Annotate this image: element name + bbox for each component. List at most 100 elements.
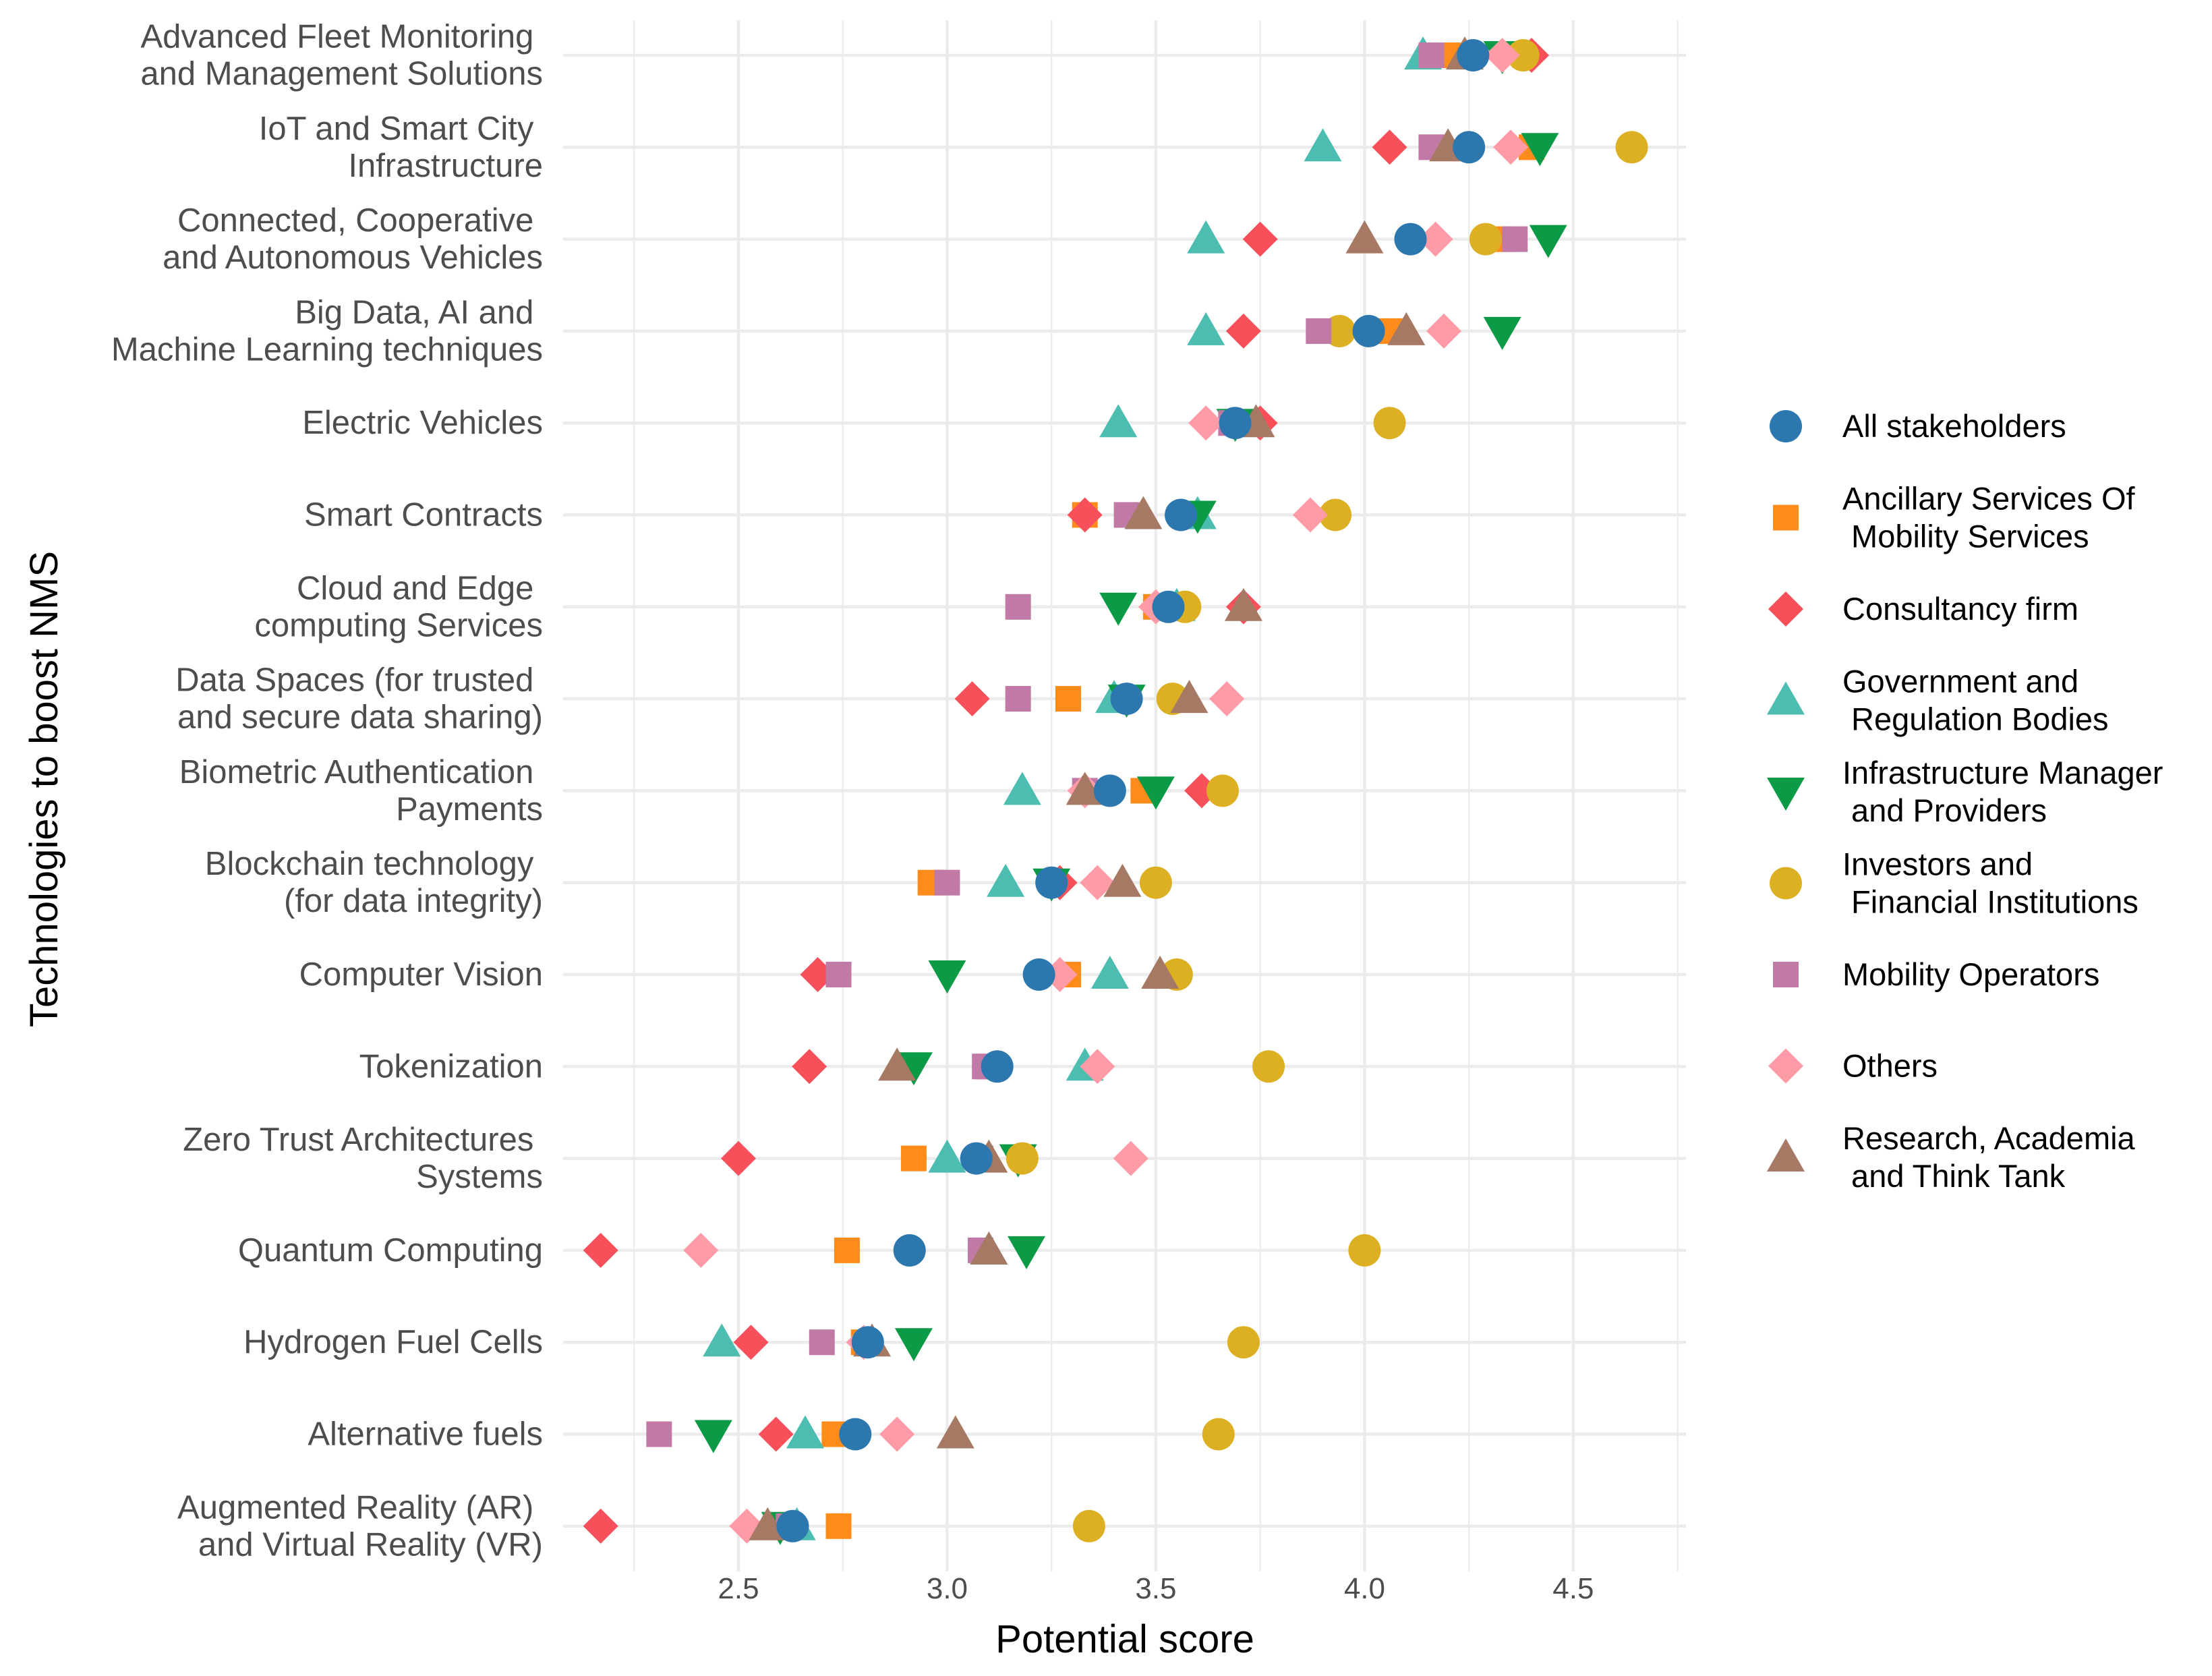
y-axis-title: Technologies to boost NMS [22,551,66,1027]
legend-item-infrastructure-manager-and-providers: Infrastructure Manager and Providers [1767,755,2163,828]
data-point [894,1328,933,1362]
legend-label: Infrastructure Manager and Providers [1842,755,2163,828]
data-point [839,1418,872,1451]
data-point [1187,220,1225,254]
data-point [1080,865,1115,900]
category-label-big-data-ai-and-machine-learning-techniques: Big Data, AI and Machine Learning techni… [111,294,543,368]
legend-label: Ancillary Services Of Mobility Services [1842,481,2135,554]
x-tick-label: 3.5 [1135,1572,1176,1605]
category-label-cloud-and-edge-computing-services: Cloud and Edge computing Services [254,570,543,643]
legend-label: Research, Academia and Think Tank [1842,1120,2136,1194]
data-point [1165,498,1198,531]
data-points [583,36,1648,1545]
data-point [1209,681,1245,717]
legend-key-diamond [1768,591,1803,627]
legend-label: Mobility Operators [1842,956,2099,992]
data-point [960,1142,993,1175]
data-point [809,1329,835,1356]
data-point [825,1513,852,1539]
data-point [1306,318,1332,344]
data-point [1507,39,1540,71]
data-point [1348,1234,1381,1267]
data-point [1484,38,1520,73]
x-tick-label: 4.5 [1552,1572,1594,1605]
data-point [1055,686,1081,712]
data-point [934,869,960,896]
category-label-iot-and-smart-city-infrastructure: IoT and Smart City Infrastructure [259,111,543,184]
legend-key-circle [1770,867,1802,900]
data-point [646,1421,672,1447]
data-point [1187,312,1225,345]
legend: All stakeholders Ancillary Services Of Mo… [1767,408,2163,1194]
category-label-augmented-reality-ar-and-virtual-reality-vr: Augmented Reality (AR) and Virtual Reali… [177,1489,543,1563]
data-point [1022,958,1055,991]
data-point [1139,866,1172,899]
data-point [1224,587,1262,621]
legend-label: Government and Regulation Bodies [1842,664,2109,737]
data-point [1188,405,1224,441]
data-point [1152,590,1185,623]
data-point [893,1234,926,1267]
category-label-advanced-fleet-monitoring-and-management-solutions: Advanced Fleet Monitoring and Management… [140,19,543,92]
data-point [786,1415,824,1449]
data-point [1035,866,1068,899]
legend-key-square [1773,962,1799,987]
legend-key-diamond [1768,1048,1803,1084]
category-label-electric-vehicles: Electric Vehicles [302,405,543,441]
data-point [928,1139,966,1173]
data-point [1394,223,1427,256]
data-point [879,1416,915,1452]
data-point [1124,496,1163,529]
x-tick-label: 3.0 [927,1572,968,1605]
data-point [776,1509,809,1542]
data-point [1493,129,1529,165]
data-point [1345,220,1384,254]
legend-item-research-academia-and-think-tank: Research, Academia and Think Tank [1767,1120,2136,1194]
data-point [1252,1050,1285,1083]
x-tick-label: 4.0 [1344,1572,1385,1605]
category-label-connected-cooperative-and-autonomous-vehicles: Connected, Cooperative and Autonomous Ve… [163,202,543,276]
data-point [583,1508,618,1544]
data-point [1219,407,1252,440]
data-point [1141,956,1180,989]
data-point [583,1232,618,1268]
x-axis-title: Potential score [995,1617,1254,1661]
data-point [825,962,852,987]
legend-item-ancillary-services-of-mobility-services: Ancillary Services Of Mobility Services [1773,481,2135,554]
legend-key-triangle-down [1767,778,1805,811]
data-point [749,1507,787,1540]
data-point [970,1231,1008,1265]
data-point [1093,774,1126,807]
data-point [1003,772,1041,805]
data-point [1418,221,1453,257]
category-label-hydrogen-fuel-cells: Hydrogen Fuel Cells [243,1324,543,1360]
data-point [1103,863,1142,897]
data-point [1502,226,1528,252]
series-investors-and-financial-institutions [1006,39,1648,1542]
data-point [1372,129,1407,165]
data-point [981,1050,1014,1083]
data-point [936,1415,974,1449]
legend-key-circle [1770,410,1802,442]
data-point [834,1237,860,1263]
category-label-smart-contracts: Smart Contracts [304,497,543,533]
data-point [954,681,990,717]
data-point [1319,498,1352,531]
data-point [928,960,966,993]
data-point [1066,772,1104,805]
data-point [1615,131,1648,164]
data-point [733,1325,769,1360]
data-point [1099,404,1138,438]
data-point [1418,42,1445,68]
data-point [1387,312,1426,345]
data-point [1206,774,1239,807]
data-point [1453,131,1486,164]
data-point [1136,776,1175,810]
data-point [851,1326,884,1359]
series-consultancy-firm [583,38,1549,1544]
data-point [1072,1509,1105,1542]
legend-item-all-stakeholders: All stakeholders [1770,408,2066,444]
data-point [1005,594,1031,620]
legend-key-triangle-up [1767,681,1805,715]
data-point [1005,686,1031,712]
